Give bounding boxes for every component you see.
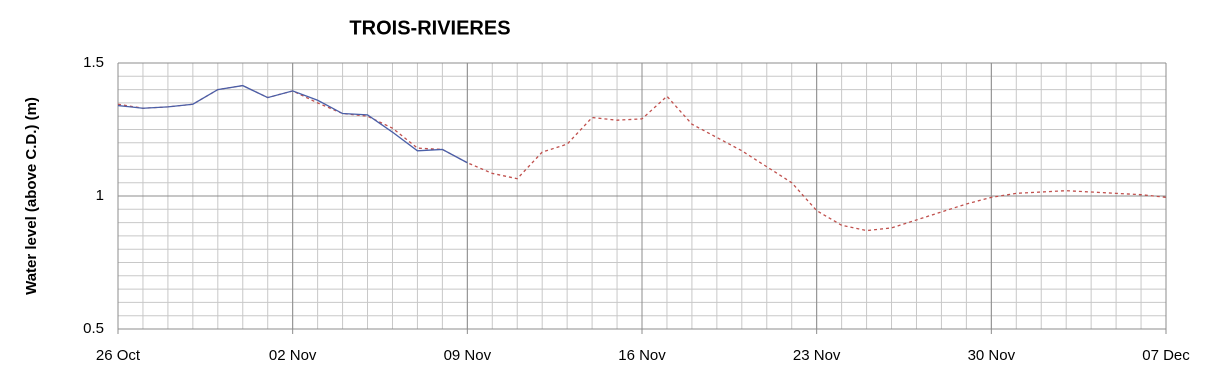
series-line bbox=[117, 84, 1167, 232]
y-axis-label: Water level (above C.D.) (m) bbox=[23, 97, 40, 295]
x-tick-label: 16 Nov bbox=[618, 347, 666, 364]
x-tick-label: 30 Nov bbox=[968, 347, 1016, 364]
chart-title: TROIS-RIVIERES bbox=[349, 17, 510, 39]
y-tick-label: 0.5 bbox=[83, 320, 104, 337]
y-tick-label: 1.5 bbox=[83, 54, 104, 71]
x-tick-label: 26 Oct bbox=[96, 347, 141, 364]
y-tick-label: 1 bbox=[96, 187, 104, 204]
x-tick-label: 02 Nov bbox=[269, 347, 317, 364]
series-line bbox=[117, 84, 468, 164]
x-tick-label: 09 Nov bbox=[444, 347, 492, 364]
x-tick-label: 07 Dec bbox=[1142, 347, 1190, 364]
x-tick-label: 23 Nov bbox=[793, 347, 841, 364]
